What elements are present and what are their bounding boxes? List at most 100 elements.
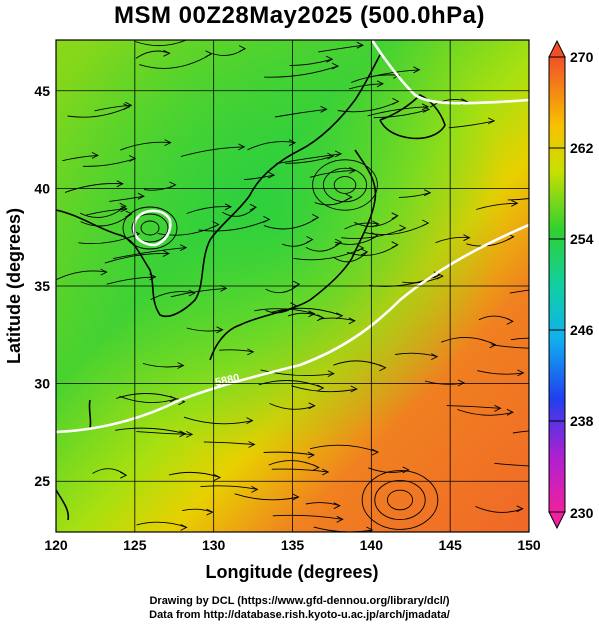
streamline [264, 65, 339, 78]
streamline [120, 141, 171, 151]
streamline [94, 104, 132, 112]
streamline-arrow [336, 515, 344, 523]
streamline-arrow [366, 526, 374, 532]
streamline [353, 215, 398, 227]
streamline [305, 502, 340, 507]
x-tick-label: 130 [202, 537, 226, 553]
streamline [367, 106, 429, 117]
graticule-grid [56, 40, 529, 532]
streamline [142, 363, 184, 368]
streamline [348, 83, 384, 90]
streamline-arrow [334, 238, 343, 246]
x-tick-label: 125 [123, 537, 147, 553]
streamline [494, 462, 529, 467]
streamline [512, 430, 529, 434]
colorbar-bottom-arrow [548, 511, 566, 530]
streamline [186, 327, 223, 332]
streamline-arrow [489, 341, 497, 349]
streamline-arrow [267, 171, 276, 179]
streamline [395, 352, 438, 358]
streamline [182, 508, 213, 513]
streamline [113, 247, 187, 260]
streamline-arrow [391, 241, 399, 249]
streamline-arrow [188, 289, 196, 297]
colorbar-tick-label: 230 [570, 505, 594, 521]
streamline-arrow [457, 379, 466, 387]
streamline-arrow [119, 202, 127, 210]
streamline [180, 146, 245, 157]
streamline-arrow [379, 364, 387, 372]
y-tick-label: 40 [34, 180, 50, 196]
streamline-arrow [137, 192, 145, 200]
streamline-arrow [100, 268, 108, 276]
streamline-arrow [308, 402, 316, 410]
streamline-arrow [371, 448, 380, 456]
streamline-arrow [422, 219, 430, 227]
vortex-ring [374, 479, 426, 521]
streamline-arrow [246, 417, 254, 425]
streamline-arrow [506, 408, 514, 416]
streamline-arrow [212, 221, 220, 228]
streamline-arrow [516, 505, 524, 513]
streamline-arrow [357, 244, 365, 252]
y-tick-label: 25 [34, 473, 50, 489]
plot-frame [55, 39, 530, 533]
streamline-arrow [164, 139, 172, 147]
streamline-arrow [197, 28, 203, 34]
streamline-arrow [331, 62, 340, 70]
streamline [263, 451, 314, 456]
streamline-arrow [399, 224, 407, 232]
y-axis-label: Latitude (degrees) [4, 208, 24, 364]
vortex-ring [386, 489, 414, 511]
streamline [351, 74, 400, 83]
streamline [510, 337, 529, 341]
vortex-ring [322, 167, 368, 203]
x-tick-label: 145 [438, 537, 462, 553]
streamline-arrow [334, 150, 343, 158]
streamline-arrow [120, 205, 128, 213]
streamline [136, 431, 193, 435]
streamline [247, 141, 296, 151]
streamline [291, 385, 357, 393]
y-tick-label: 30 [34, 376, 50, 392]
streamline-arrow [119, 471, 128, 479]
streamline-arrow [224, 203, 233, 211]
streamline-arrow [311, 213, 320, 221]
streamline-arrow [316, 314, 325, 322]
streamline-arrow [506, 317, 514, 325]
streamline-arrow [402, 466, 410, 474]
streamline-arrow [251, 485, 259, 493]
streamline [78, 233, 140, 245]
colorbar-bar [548, 56, 566, 513]
streamline [254, 308, 315, 315]
streamline-arrow [327, 370, 335, 378]
streamline [507, 198, 529, 201]
streamline-arrow [206, 508, 214, 516]
y-tick-labels: 25 30 35 40 45 [34, 83, 50, 489]
streamline [275, 153, 342, 165]
streamline-arrow [312, 464, 320, 471]
vortex-ring [312, 159, 378, 211]
streamline [222, 206, 257, 217]
streamline-arrow [238, 45, 247, 53]
streamline-arrow [162, 250, 170, 257]
streamline-arrow [422, 105, 431, 113]
streamline-arrow [356, 41, 364, 49]
streamline-arrow [494, 404, 502, 412]
streamline [373, 108, 430, 119]
streamline-arrow [317, 384, 325, 392]
streamline-arrow [392, 97, 400, 105]
streamline [271, 468, 329, 473]
colorbar: 270 262 254 246 238 230 [548, 39, 594, 530]
streamline [136, 521, 187, 528]
streamline [139, 53, 212, 69]
streamline [79, 205, 126, 218]
streamline [260, 369, 334, 376]
streamline-arrow [91, 151, 99, 159]
streamline-arrow [185, 430, 194, 438]
streamline-arrow [213, 474, 222, 481]
streamline [305, 241, 342, 252]
streamline-arrow [327, 152, 335, 160]
streamline [477, 370, 524, 375]
